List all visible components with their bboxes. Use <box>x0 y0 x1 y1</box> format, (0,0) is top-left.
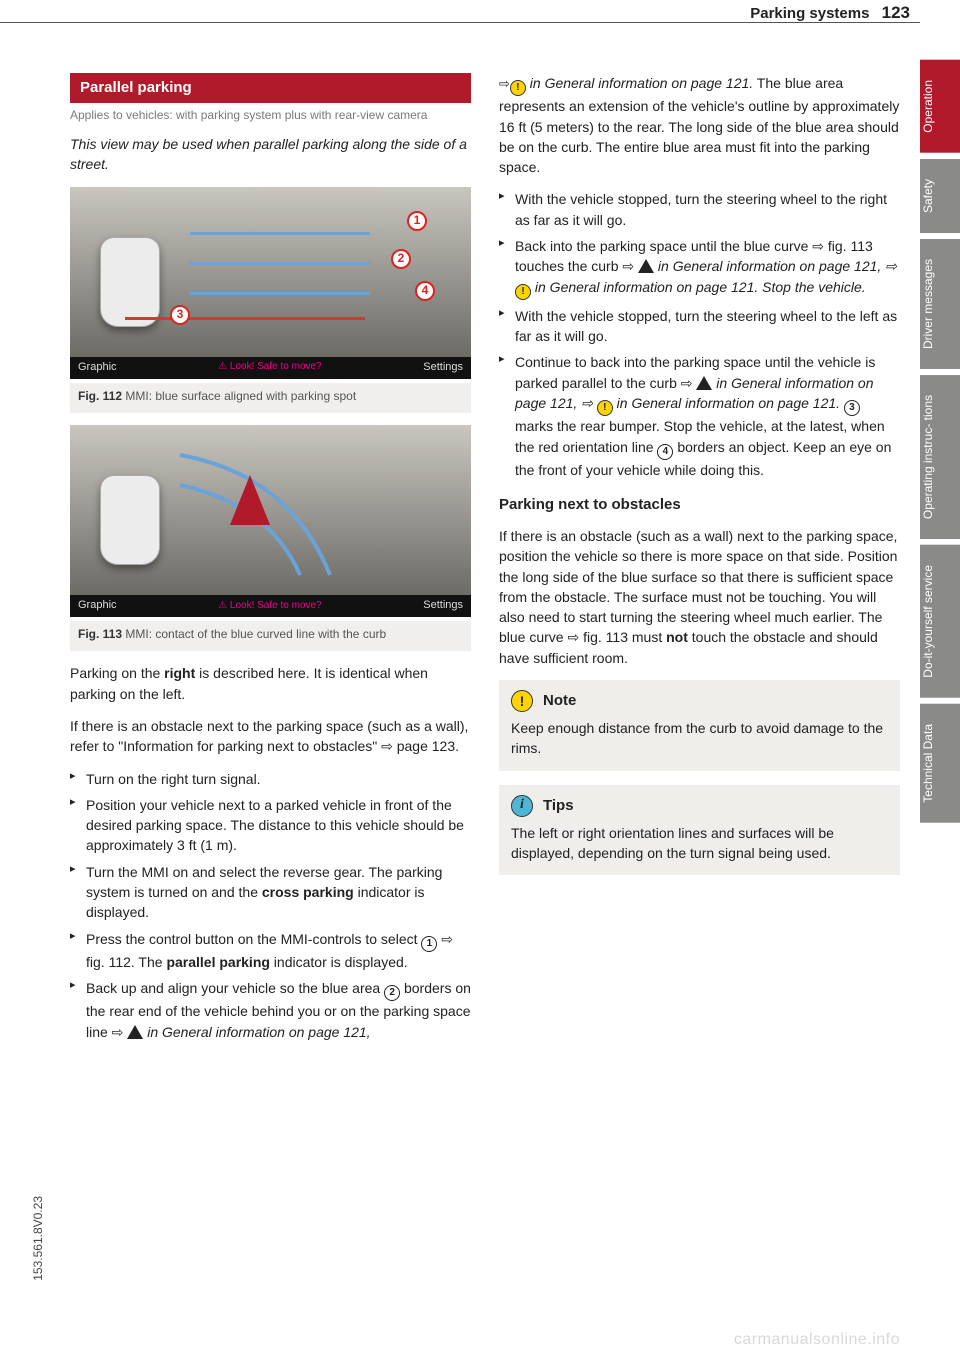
figure-112-image: 1 2 3 4 <box>70 187 471 357</box>
marker-inline-3: 3 <box>844 400 860 416</box>
marker-4: 4 <box>415 281 435 301</box>
fig112-caption-text: MMI: blue surface aligned with parking s… <box>122 389 356 403</box>
para-obstacle-ref: If there is an obstacle next to the park… <box>70 716 471 757</box>
step-8: With the vehicle stopped, turn the steer… <box>499 306 900 347</box>
document-code: 153.561.8V0.23 <box>30 1196 47 1281</box>
column-right: ⇨ ! in General information on page 121. … <box>499 73 900 1048</box>
fig112-bar-warn: ⚠ Look! Safe to move? <box>218 360 321 375</box>
figure-113: Graphic ⚠ Look! Safe to move? Settings <box>70 425 471 617</box>
step-2: Position your vehicle next to a parked v… <box>70 795 471 856</box>
note-title: Note <box>543 690 576 712</box>
fig113-caption-bold: Fig. 113 <box>78 627 122 641</box>
marker-3: 3 <box>170 305 190 325</box>
fig112-bar-right: Settings <box>423 360 463 376</box>
step-9: Continue to back into the parking space … <box>499 352 900 480</box>
step-4: Press the control button on the MMI-cont… <box>70 929 471 973</box>
warning-triangle-icon <box>127 1025 143 1039</box>
tab-driver-messages[interactable]: Driver messages <box>920 239 960 369</box>
section-title: Parking systems <box>750 5 869 22</box>
car-graphic <box>100 237 160 327</box>
tips-box: i Tips The left or right orientation lin… <box>499 785 900 876</box>
tips-title: Tips <box>543 795 574 817</box>
warning-triangle-icon <box>638 259 654 273</box>
marker-2: 2 <box>391 249 411 269</box>
note-box: ! Note Keep enough distance from the cur… <box>499 680 900 771</box>
watermark: carmanualsonline.info <box>734 1328 900 1351</box>
curve-graphic <box>70 425 471 595</box>
fig113-bar-right: Settings <box>423 598 463 614</box>
figure-113-caption: Fig. 113 MMI: contact of the blue curved… <box>70 621 471 651</box>
tips-icon: i <box>511 795 533 817</box>
section-heading: Parallel parking <box>70 73 471 103</box>
step-3: Turn the MMI on and select the reverse g… <box>70 862 471 923</box>
note-icon: ! <box>511 690 533 712</box>
caution-icon: ! <box>515 284 531 300</box>
figure-112: 1 2 3 4 Graphic ⚠ Look! Safe to move? Se… <box>70 187 471 379</box>
applies-to: Applies to vehicles: with parking system… <box>70 107 471 124</box>
marker-1: 1 <box>407 211 427 231</box>
continuation-para: ⇨ ! in General information on page 121. … <box>499 73 900 177</box>
column-left: Parallel parking Applies to vehicles: wi… <box>70 73 471 1048</box>
steps-list-left: Turn on the right turn signal. Position … <box>70 769 471 1042</box>
figure-113-image <box>70 425 471 595</box>
tab-safety[interactable]: Safety <box>920 159 960 233</box>
note-text: Keep enough distance from the curb to av… <box>511 718 888 759</box>
warning-triangle-icon <box>696 376 712 390</box>
fig112-bar-left: Graphic <box>78 360 117 376</box>
side-tabs: Operation Safety Driver messages Operati… <box>920 0 960 1361</box>
page-number: 123 <box>882 3 910 22</box>
marker-inline-1: 1 <box>421 936 437 952</box>
step-6: With the vehicle stopped, turn the steer… <box>499 189 900 230</box>
fig112-caption-bold: Fig. 112 <box>78 389 122 403</box>
marker-inline-2: 2 <box>384 985 400 1001</box>
subheading-obstacles: Parking next to obstacles <box>499 494 900 516</box>
tab-do-it-yourself[interactable]: Do-it-yourself service <box>920 545 960 698</box>
steps-list-right: With the vehicle stopped, turn the steer… <box>499 189 900 480</box>
intro-text: This view may be used when parallel park… <box>70 134 471 175</box>
step-7: Back into the parking space until the bl… <box>499 236 900 300</box>
tab-technical-data[interactable]: Technical Data <box>920 704 960 823</box>
para-right-side: Parking on the right is described here. … <box>70 663 471 704</box>
fig113-caption-text: MMI: contact of the blue curved line wit… <box>122 627 386 641</box>
tips-text: The left or right orientation lines and … <box>511 823 888 864</box>
figure-113-bar: Graphic ⚠ Look! Safe to move? Settings <box>70 595 471 617</box>
figure-112-bar: Graphic ⚠ Look! Safe to move? Settings <box>70 357 471 379</box>
caution-icon: ! <box>510 80 526 96</box>
marker-inline-4: 4 <box>657 444 673 460</box>
step-5: Back up and align your vehicle so the bl… <box>70 978 471 1042</box>
page-content: Parking systems 123 Parallel parking App… <box>0 22 920 1361</box>
tab-operation[interactable]: Operation <box>920 60 960 153</box>
step-1: Turn on the right turn signal. <box>70 769 471 789</box>
caution-icon: ! <box>597 400 613 416</box>
figure-112-caption: Fig. 112 MMI: blue surface aligned with … <box>70 383 471 413</box>
para-obstacles: If there is an obstacle (such as a wall)… <box>499 526 900 668</box>
tab-operating-instructions[interactable]: Operating instruc- tions <box>920 375 960 539</box>
fig113-bar-left: Graphic <box>78 598 117 614</box>
running-head: Parking systems 123 <box>750 1 910 26</box>
arrow-icon: ⇨ <box>499 75 510 94</box>
fig113-bar-warn: ⚠ Look! Safe to move? <box>218 599 321 614</box>
